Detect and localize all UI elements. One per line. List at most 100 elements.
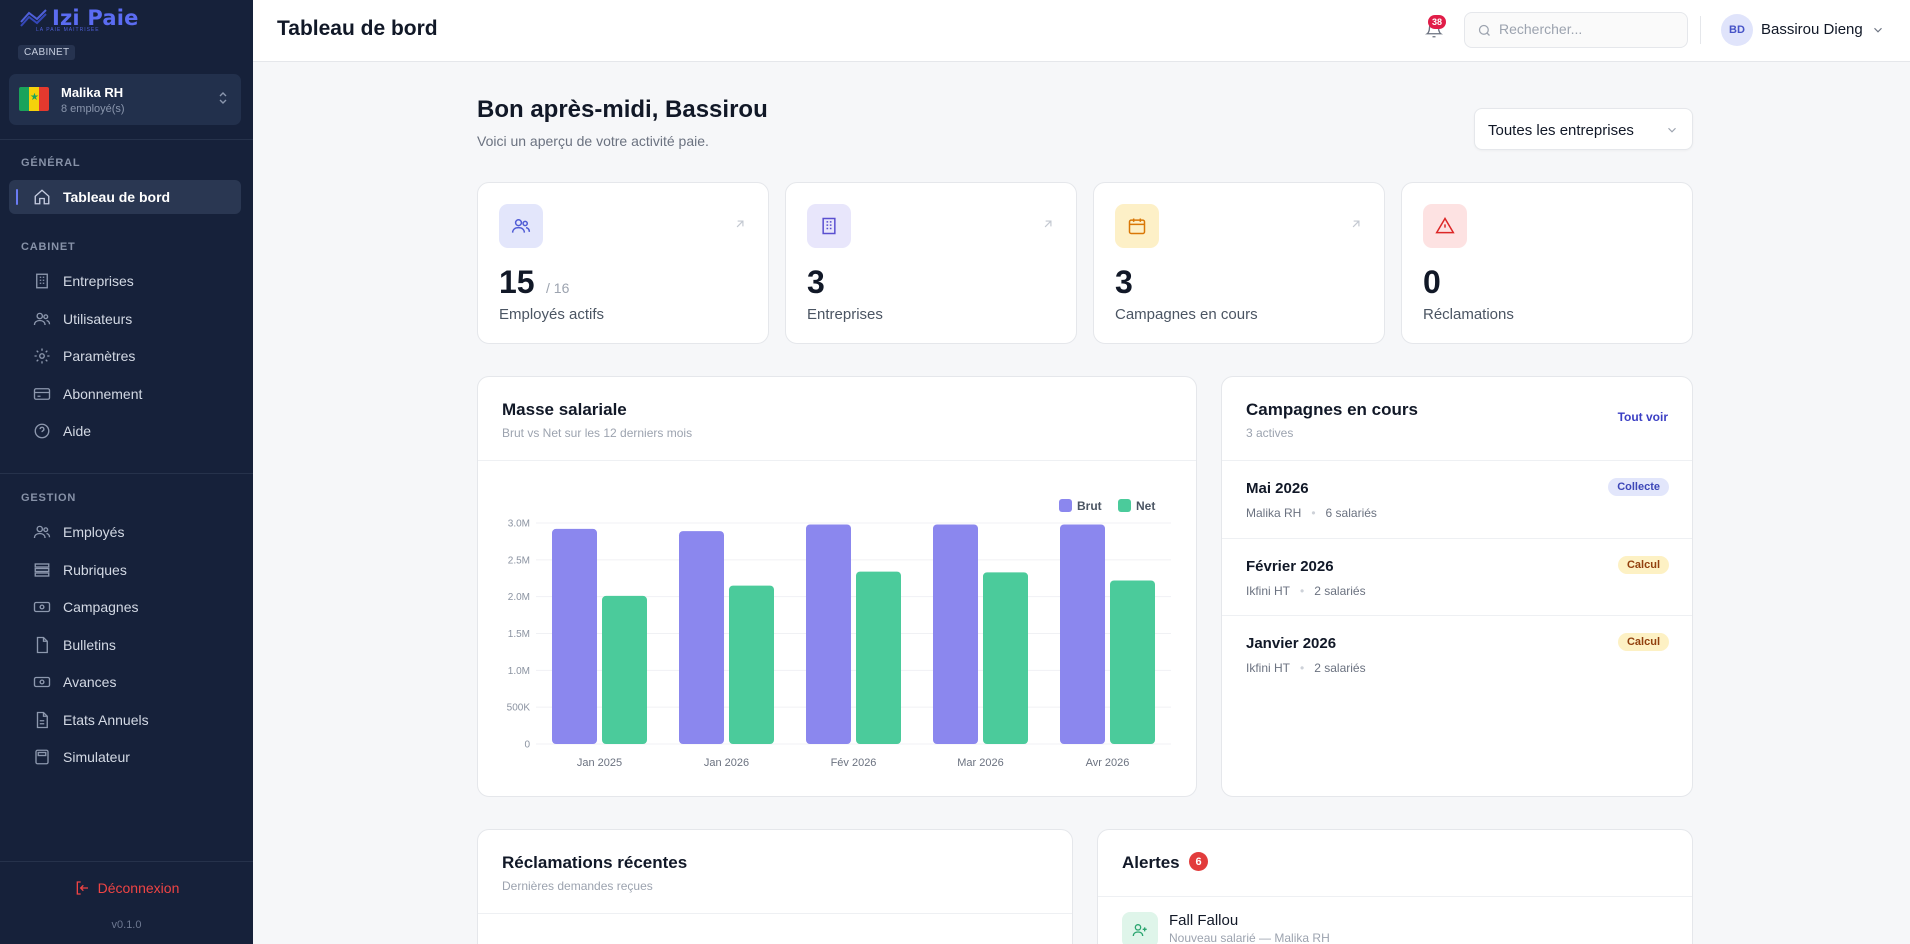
sidebar-item-label: Paramètres: [63, 348, 136, 364]
sidebar-item-dashboard[interactable]: Tableau de bord: [9, 180, 241, 214]
header-separator: [1700, 16, 1701, 44]
stat-card-companies[interactable]: 3 Entreprises: [785, 182, 1077, 344]
x-tick-label: Jan 2025: [577, 757, 622, 769]
arrow-up-right-icon: [733, 217, 747, 231]
org-employee-count: 8 employé(s): [61, 103, 125, 115]
logout-button[interactable]: Déconnexion: [0, 880, 253, 896]
card-subtitle: 3 actives: [1246, 426, 1294, 440]
campaign-name: Février 2026: [1246, 558, 1334, 575]
section-label-gestion: GESTION: [21, 492, 77, 504]
org-name: Malika RH: [61, 85, 124, 100]
sidebar-item-utilisateurs[interactable]: Utilisateurs: [9, 302, 241, 336]
y-tick-label: 3.0M: [508, 519, 530, 530]
card-divider: [1222, 460, 1692, 461]
campaign-row[interactable]: Février 2026 Ikfini HT • 2 salariés Calcul: [1222, 539, 1693, 616]
sidebar-item-avances[interactable]: Avances: [9, 665, 241, 699]
bar-brut: [806, 524, 851, 744]
users-icon: [499, 204, 543, 248]
y-tick-label: 1.5M: [508, 629, 530, 640]
sidebar-item-label: Rubriques: [63, 562, 127, 578]
sidebar-item-rubriques[interactable]: Rubriques: [9, 553, 241, 587]
row-divider: [1222, 538, 1692, 539]
campaign-meta: Ikfini HT • 2 salariés: [1246, 584, 1366, 598]
y-tick-label: 500K: [507, 703, 531, 714]
sidebar-item-entreprises[interactable]: Entreprises: [9, 264, 241, 298]
stat-card-campaigns[interactable]: 3 Campagnes en cours: [1093, 182, 1385, 344]
gear-icon: [33, 347, 51, 365]
sidebar-item-label: Avances: [63, 674, 117, 690]
legend-label: Brut: [1077, 499, 1102, 513]
search-box[interactable]: [1464, 12, 1688, 48]
help-circle-icon: [33, 422, 51, 440]
sidebar-item-parametres[interactable]: Paramètres: [9, 339, 241, 373]
org-switcher[interactable]: Malika RH 8 employé(s): [9, 74, 241, 125]
card-title: Alertes: [1122, 853, 1180, 872]
sidebar-item-aide[interactable]: Aide: [9, 414, 241, 448]
bar-net: [729, 585, 774, 744]
building-icon: [807, 204, 851, 248]
alerts-card: Alertes 6 Fall Fallou Nouveau salarié — …: [1097, 829, 1693, 944]
alert-title[interactable]: Fall Fallou: [1169, 912, 1239, 929]
campaign-row[interactable]: Mai 2026 Malika RH • 6 salariés Collecte: [1222, 461, 1693, 538]
campaign-company: Ikfini HT: [1246, 584, 1291, 598]
campaign-row[interactable]: Janvier 2026 Ikfini HT • 2 salariés Calcul: [1222, 616, 1693, 693]
legend-swatch: [1059, 499, 1072, 512]
calendar-icon: [1115, 204, 1159, 248]
bar-net: [856, 571, 901, 744]
search-icon: [1477, 23, 1492, 38]
stat-card-employees[interactable]: 15 / 16 Employés actifs: [477, 182, 769, 344]
sidebar-item-label: Abonnement: [63, 386, 143, 402]
money-icon: [33, 673, 51, 691]
campaigns-card: Campagnes en cours 3 actives Tout voir M…: [1221, 376, 1693, 797]
stat-label: Réclamations: [1423, 306, 1514, 323]
chevron-down-icon[interactable]: [1871, 23, 1885, 37]
status-badge: Collecte: [1608, 478, 1669, 496]
sidebar-item-label: Utilisateurs: [63, 311, 133, 327]
card-subtitle: Brut vs Net sur les 12 derniers mois: [502, 426, 693, 440]
brand-tagline: LA PAIE MAITRISEE: [36, 27, 100, 33]
stat-label: Employés actifs: [499, 306, 605, 323]
section-label-cabinet: CABINET: [21, 241, 76, 253]
campaign-meta: Ikfini HT • 2 salariés: [1246, 661, 1366, 675]
card-subtitle: Dernières demandes reçues: [502, 879, 653, 893]
company-filter-value: Toutes les entreprises: [1488, 122, 1634, 139]
greeting: Bon après-midi, Bassirou: [477, 96, 768, 123]
sidebar-item-abonnement[interactable]: Abonnement: [9, 377, 241, 411]
sidebar-item-simulateur[interactable]: Simulateur: [9, 740, 241, 774]
sidebar-item-label: Simulateur: [63, 749, 130, 765]
bar-brut: [552, 528, 597, 744]
recent-claims-card: Réclamations récentes Dernières demandes…: [477, 829, 1073, 944]
alert-count-badge: 6: [1189, 852, 1208, 871]
stat-card-claims[interactable]: 0 Réclamations: [1401, 182, 1693, 344]
separator-dot: •: [1311, 506, 1316, 520]
avatar[interactable]: BD: [1721, 14, 1753, 46]
brand-name: Izi Paie: [52, 6, 139, 30]
sidebar-item-label: Campagnes: [63, 599, 139, 615]
status-badge: Calcul: [1617, 633, 1669, 651]
bar-brut: [1060, 524, 1105, 744]
stat-value: 15: [499, 264, 535, 300]
building-icon: [33, 272, 51, 290]
sidebar-item-employes[interactable]: Employés: [9, 515, 241, 549]
top-header: Tableau de bord 38 BD Bassirou Dieng: [253, 0, 1910, 62]
card-divider: [478, 913, 1072, 914]
calculator-icon: [33, 748, 51, 766]
senegal-flag-icon: [19, 87, 49, 111]
chevron-up-down-icon: [217, 91, 229, 105]
search-input[interactable]: [1499, 21, 1679, 37]
logo[interactable]: Izi Paie: [20, 6, 139, 30]
see-all-link[interactable]: Tout voir: [1617, 410, 1668, 424]
sidebar-item-bulletins[interactable]: Bulletins: [9, 628, 241, 662]
user-name[interactable]: Bassirou Dieng: [1761, 21, 1863, 38]
arrow-up-right-icon: [1349, 217, 1363, 231]
legend-swatch: [1118, 499, 1131, 512]
sidebar-item-etats-annuels[interactable]: Etats Annuels: [9, 703, 241, 737]
company-filter-select[interactable]: Toutes les entreprises: [1474, 108, 1693, 150]
bar-brut: [933, 524, 978, 744]
sidebar-item-campagnes[interactable]: Campagnes: [9, 590, 241, 624]
sidebar: Izi Paie LA PAIE MAITRISEE CABINET Malik…: [0, 0, 253, 944]
campaign-company: Ikfini HT: [1246, 661, 1291, 675]
campaign-name: Mai 2026: [1246, 480, 1309, 497]
arrow-up-right-icon: [1041, 217, 1055, 231]
y-tick-label: 2.0M: [508, 592, 530, 603]
